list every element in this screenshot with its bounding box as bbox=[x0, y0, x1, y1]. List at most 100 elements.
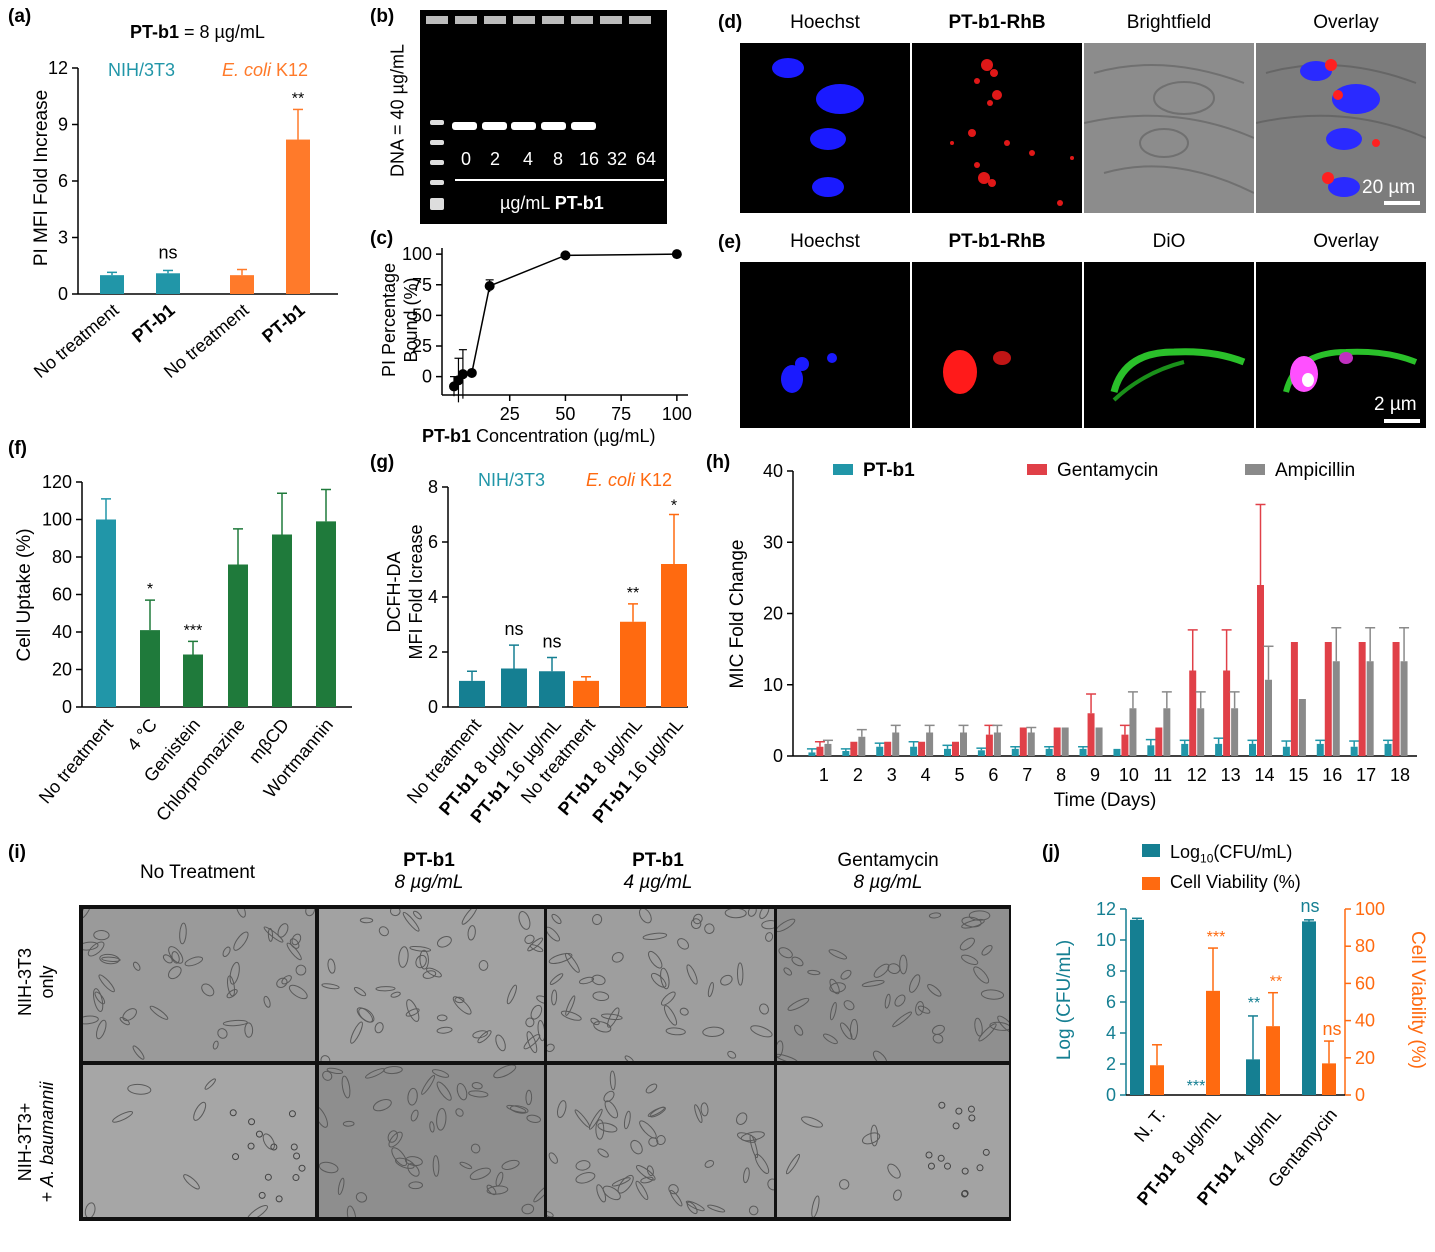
j-legend-swatch-2 bbox=[1142, 877, 1160, 890]
g-annotation-ns: ns bbox=[504, 619, 523, 639]
h-bar bbox=[1045, 748, 1053, 756]
f-y-tick-label: 80 bbox=[52, 547, 72, 567]
j-y-tick-label-left: 0 bbox=[1106, 1085, 1116, 1105]
h-bar bbox=[1181, 743, 1189, 756]
brightfield-image-r2-c2 bbox=[318, 1064, 545, 1218]
h-bar bbox=[1019, 727, 1027, 756]
d-img-rhb bbox=[912, 43, 1082, 213]
a-bar bbox=[286, 139, 310, 294]
h-x-tick-label: 14 bbox=[1254, 765, 1274, 785]
j-y-tick-label-right: 100 bbox=[1355, 899, 1385, 919]
brightfield-image-r2-c3 bbox=[546, 1064, 775, 1218]
gel-band bbox=[541, 122, 566, 130]
h-bar bbox=[892, 732, 900, 756]
gel-band bbox=[482, 122, 507, 130]
j-ylabel-right: Cell Viability (%) bbox=[1407, 931, 1428, 1069]
g-y-tick-label: 4 bbox=[428, 587, 438, 607]
gel-ladder-band bbox=[430, 140, 444, 145]
a-ylabel: PI MFI Fold Increase bbox=[31, 90, 52, 266]
chart-c: 0 25 50 75 100 25 50 75 100 bbox=[402, 244, 692, 424]
h-bar bbox=[858, 736, 866, 756]
panel-g-legend-ecoli: E. coli K12 bbox=[586, 470, 673, 490]
gel-well bbox=[571, 16, 593, 24]
f-annotation-star: * bbox=[147, 581, 153, 598]
a-annotation-stars: ** bbox=[292, 90, 304, 107]
d-col-brightfield: Brightfield bbox=[1126, 12, 1212, 33]
panel-i: No Treatment PT-b1 8 µg/mL PT-b1 4 µg/mL G… bbox=[0, 842, 1011, 1223]
panel-a-legend-nih: NIH/3T3 bbox=[108, 60, 176, 80]
j-bar-cfu bbox=[1246, 1059, 1260, 1095]
h-bar bbox=[1061, 727, 1069, 756]
j-annotation-viability-stars: *** bbox=[1207, 929, 1226, 946]
gel-image bbox=[420, 10, 667, 224]
h-x-tick-label: 4 bbox=[921, 765, 931, 785]
j-bar-cfu bbox=[1302, 921, 1316, 1095]
e-col-overlay: Overlay bbox=[1313, 231, 1379, 252]
c-x-tick-label: 100 bbox=[662, 404, 692, 424]
h-bar bbox=[1129, 708, 1137, 756]
panel-c: 0 25 50 75 100 25 50 75 100 PI Percentage Bound (… bbox=[370, 228, 700, 450]
j-y-tick-label-left: 8 bbox=[1106, 961, 1116, 981]
h-x-tick-label: 2 bbox=[853, 765, 863, 785]
i-image-grid bbox=[79, 905, 1011, 1221]
brightfield-image-r2-c1 bbox=[82, 1064, 316, 1218]
brightfield-image-r2-c4 bbox=[776, 1064, 1010, 1218]
h-bar bbox=[1231, 708, 1239, 756]
j-y-tick-label-right: 40 bbox=[1355, 1011, 1375, 1031]
panel-a: PT-b1 = 8 µg/mL NIH/3T3 E. coli K12 0 3 6 9… bbox=[0, 0, 360, 420]
gel-lane-label: 8 bbox=[553, 149, 563, 169]
g-y-tick-label: 6 bbox=[428, 532, 438, 552]
e-img-rhb bbox=[912, 262, 1082, 428]
gel-band bbox=[511, 122, 536, 130]
h-bar bbox=[926, 732, 934, 756]
f-bar bbox=[96, 519, 116, 707]
j-annotation-viability-stars: ** bbox=[1270, 974, 1282, 991]
i-col-1: No Treatment bbox=[139, 862, 256, 883]
gel-bands bbox=[426, 16, 664, 210]
h-x-tick-label: 8 bbox=[1056, 765, 1066, 785]
i-col-2: PT-b1 8 µg/mL bbox=[394, 850, 464, 893]
gel-well bbox=[484, 16, 506, 24]
h-bar bbox=[1332, 661, 1340, 756]
h-x-tick-label: 9 bbox=[1090, 765, 1100, 785]
h-bar bbox=[1121, 734, 1129, 756]
h-x-tick-label: 16 bbox=[1322, 765, 1342, 785]
c-y-tick-label: 75 bbox=[412, 275, 432, 295]
a-y-tick-label: 3 bbox=[58, 228, 68, 248]
h-bar bbox=[1298, 699, 1306, 756]
h-bar bbox=[1155, 727, 1163, 756]
f-y-tick-label: 0 bbox=[62, 697, 72, 717]
f-y-tick-label: 120 bbox=[42, 472, 72, 492]
f-bar bbox=[316, 521, 336, 707]
h-bar bbox=[1290, 642, 1298, 756]
h-y-tick-label: 30 bbox=[763, 532, 783, 552]
d-img-overlay: 20 µm bbox=[1256, 43, 1426, 213]
c-series-line bbox=[453, 253, 677, 387]
j-x-tick-label: N. T. bbox=[1130, 1105, 1169, 1146]
c-y-tick-label: 0 bbox=[422, 367, 432, 387]
c-x-tick-label: 25 bbox=[500, 404, 520, 424]
a-bar bbox=[156, 273, 180, 294]
j-y-tick-label-left: 12 bbox=[1096, 899, 1116, 919]
gel-ladder-band bbox=[430, 180, 444, 185]
c-point bbox=[484, 280, 495, 291]
j-annotation-viability-ns: ns bbox=[1322, 1019, 1341, 1039]
g-y-tick-label: 0 bbox=[428, 697, 438, 717]
h-y-tick-label: 40 bbox=[763, 461, 783, 481]
e-img-hoechst bbox=[740, 262, 910, 428]
gel-well bbox=[426, 16, 448, 24]
panel-h-label: (h) bbox=[706, 452, 731, 473]
h-bar bbox=[876, 746, 884, 756]
c-x-tick-label: 50 bbox=[555, 404, 575, 424]
f-bar bbox=[183, 654, 203, 707]
panel-g-label: (g) bbox=[370, 452, 395, 473]
h-bar bbox=[1113, 748, 1121, 756]
h-bar bbox=[944, 748, 951, 756]
h-legend-swatch bbox=[1027, 464, 1047, 475]
j-y-tick-label-left: 10 bbox=[1096, 930, 1116, 950]
f-y-tick-label: 100 bbox=[42, 510, 72, 530]
g-annotation-star: * bbox=[671, 498, 677, 515]
